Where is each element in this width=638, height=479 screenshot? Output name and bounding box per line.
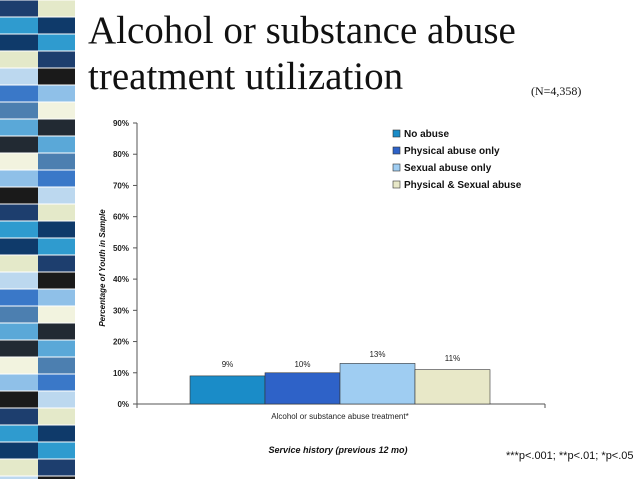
stripe-tile	[0, 323, 38, 340]
stripe-tile	[0, 357, 38, 374]
y-axis-title: Percentage of Youth in Sample	[98, 209, 107, 327]
legend-swatch	[392, 146, 401, 155]
stripe-tile	[38, 357, 75, 374]
legend-label: No abuse	[404, 129, 449, 140]
x-category-label: Alcohol or substance abuse treatment*	[271, 412, 408, 421]
bar-data-label: 11%	[445, 354, 460, 363]
decorative-stripe	[0, 0, 75, 479]
stripe-tile	[38, 119, 75, 136]
bar-physical-abuse-only	[264, 372, 341, 405]
y-tick-label: 60%	[113, 213, 129, 222]
stripe-tile	[38, 0, 75, 17]
stripe-tile	[38, 425, 75, 442]
stripe-tile	[0, 187, 38, 204]
stripe-tile	[38, 476, 75, 479]
y-tick-label: 10%	[113, 369, 129, 378]
bar-physical-sexual-abuse	[414, 369, 491, 405]
stripe-tile	[0, 306, 38, 323]
stripe-tile	[38, 221, 75, 238]
y-tick-label: 20%	[113, 338, 129, 347]
stripe-tile	[38, 17, 75, 34]
stripe-tile	[0, 17, 38, 34]
stripe-tile	[38, 442, 75, 459]
stripe-tile	[38, 306, 75, 323]
stripe-tile	[38, 238, 75, 255]
stripe-tile	[0, 170, 38, 187]
stripe-tile	[0, 204, 38, 221]
stripe-tile	[0, 119, 38, 136]
y-tick-label: 30%	[113, 306, 129, 315]
slide-title: Alcohol or substance abuse treatment uti…	[88, 9, 516, 98]
stripe-tile	[0, 476, 38, 479]
stripe-tile	[0, 340, 38, 357]
legend-label: Sexual abuse only	[404, 163, 492, 174]
stripe-tile	[38, 289, 75, 306]
stripe-tile	[0, 0, 38, 17]
legend-swatch	[392, 163, 401, 172]
significance-footnote: ***p<.001; **p<.01; *p<.05	[506, 450, 634, 462]
stripe-tile	[0, 102, 38, 119]
stripe-tile	[38, 459, 75, 476]
stripe-tile	[0, 255, 38, 272]
stripe-tile	[38, 187, 75, 204]
y-tick-label: 0%	[117, 400, 129, 409]
legend-swatch	[392, 180, 401, 189]
stripe-tile	[0, 442, 38, 459]
stripe-tile	[38, 323, 75, 340]
stripe-tile	[38, 170, 75, 187]
stripe-tile	[38, 374, 75, 391]
stripe-tile	[38, 85, 75, 102]
bar-no-abuse	[189, 375, 266, 405]
stripe-tile	[0, 153, 38, 170]
stripe-tile	[38, 102, 75, 119]
stripe-tile	[0, 34, 38, 51]
stripe-tile	[38, 272, 75, 289]
stripe-tile	[38, 68, 75, 85]
y-tick-label: 40%	[113, 275, 129, 284]
stripe-tile	[0, 136, 38, 153]
stripe-tile	[0, 425, 38, 442]
bar-data-label: 13%	[369, 350, 385, 359]
stripe-tile	[38, 51, 75, 68]
stripe-tile	[38, 340, 75, 357]
stripe-tile	[38, 136, 75, 153]
stripe-tile	[38, 255, 75, 272]
stripe-tile	[38, 204, 75, 221]
legend-label: Physical abuse only	[404, 146, 500, 157]
y-tick-label: 70%	[113, 181, 129, 190]
stripe-tile	[38, 391, 75, 408]
stripe-tile	[0, 68, 38, 85]
bar-data-label: 10%	[294, 360, 310, 369]
sample-size-note: (N=4,358)	[531, 84, 582, 98]
y-tick-label: 90%	[113, 119, 129, 128]
y-tick-label: 50%	[113, 244, 129, 253]
stripe-tile	[0, 85, 38, 102]
y-tick-label: 80%	[113, 150, 129, 159]
bar-sexual-abuse-only	[339, 363, 416, 405]
stripe-tile	[38, 408, 75, 425]
stripe-tile	[0, 51, 38, 68]
bar-data-label: 9%	[222, 360, 234, 369]
stripe-tile	[0, 408, 38, 425]
stripe-tile	[0, 272, 38, 289]
stripe-tile	[38, 153, 75, 170]
legend-swatch	[392, 129, 401, 138]
stripe-tile	[0, 238, 38, 255]
legend-label: Physical & Sexual abuse	[404, 180, 522, 191]
stripe-tile	[38, 34, 75, 51]
stripe-tile	[0, 391, 38, 408]
stripe-tile	[0, 289, 38, 306]
stripe-tile	[0, 459, 38, 476]
stripe-tile	[0, 221, 38, 238]
stripe-tile	[0, 374, 38, 391]
x-axis-title: Service history (previous 12 mo)	[268, 445, 407, 455]
